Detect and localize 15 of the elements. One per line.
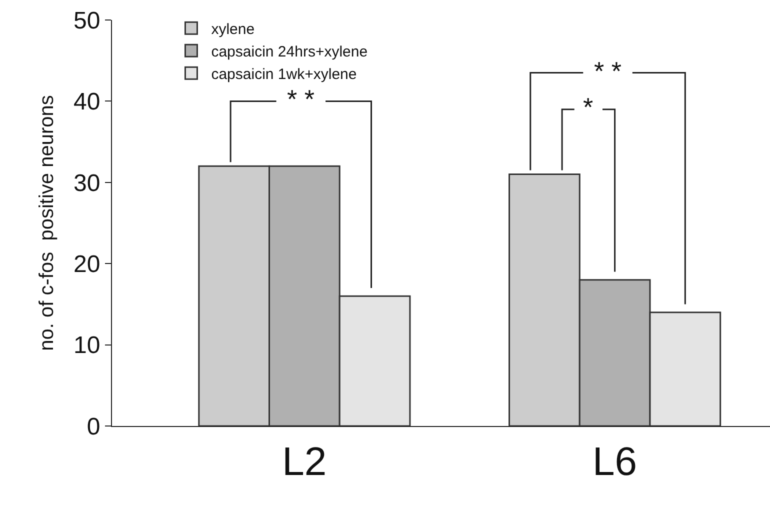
legend-label: capsaicin 24hrs+xylene xyxy=(211,43,368,60)
x-tick-label: L2 xyxy=(282,440,327,484)
y-tick-label: 40 xyxy=(73,88,100,116)
y-tick-label: 20 xyxy=(73,251,100,278)
y-tick-label: 0 xyxy=(86,413,100,440)
y-tick-label: 10 xyxy=(73,332,100,360)
legend-label: capsaicin 1wk+xylene xyxy=(211,66,357,83)
y-axis-title: no. of c-fos positive neurons xyxy=(36,95,58,351)
annotation: * xyxy=(583,92,594,122)
annotation: * * xyxy=(594,56,622,86)
y-tick-label: 30 xyxy=(73,170,100,197)
y-tick-label: 50 xyxy=(73,7,100,34)
legend-label: xylene xyxy=(211,20,255,38)
annotation: * * xyxy=(287,84,314,114)
x-tick-label: L6 xyxy=(592,440,638,484)
